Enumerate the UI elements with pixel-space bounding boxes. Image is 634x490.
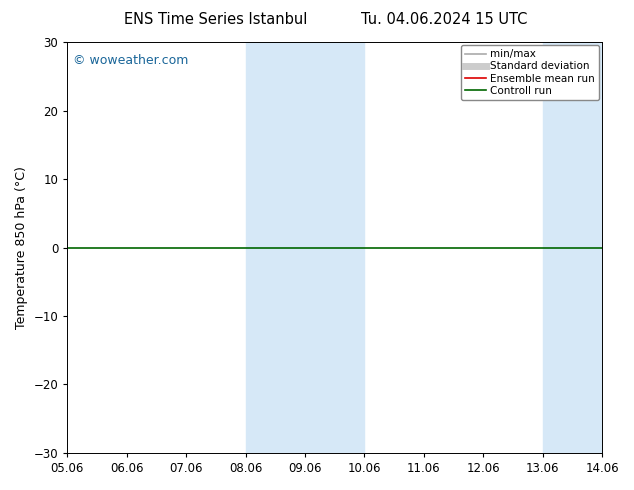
Bar	[543, 42, 602, 453]
Text: © woweather.com: © woweather.com	[73, 54, 188, 68]
Text: Tu. 04.06.2024 15 UTC: Tu. 04.06.2024 15 UTC	[361, 12, 527, 27]
Legend: min/max, Standard deviation, Ensemble mean run, Controll run: min/max, Standard deviation, Ensemble me…	[461, 45, 599, 100]
Y-axis label: Temperature 850 hPa (°C): Temperature 850 hPa (°C)	[15, 166, 28, 329]
Text: ENS Time Series Istanbul: ENS Time Series Istanbul	[124, 12, 307, 27]
Bar	[245, 42, 365, 453]
